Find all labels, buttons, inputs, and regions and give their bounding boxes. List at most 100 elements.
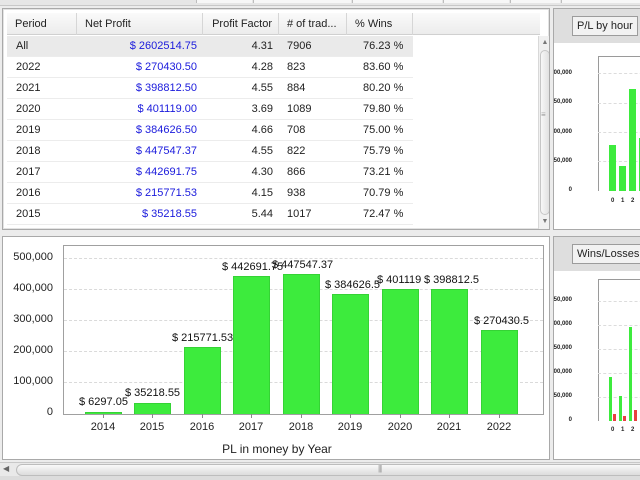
bar-2018[interactable] [283, 274, 320, 414]
cell-profit-factor: 4.30 [251, 166, 273, 178]
top-tab[interactable] [561, 0, 640, 3]
cell-trades: 938 [287, 187, 306, 199]
gridline [598, 161, 640, 162]
table-row[interactable]: 2019 $ 384626.50 4.66 708 75.00 % [7, 120, 413, 141]
cell-wins: 73.21 % [363, 166, 404, 178]
bar-2016[interactable] [184, 347, 221, 414]
cell-profit-factor: 4.55 [251, 82, 273, 94]
bar-2015[interactable] [134, 403, 171, 414]
y-tick: 100,000 [553, 129, 572, 135]
win-bar-hour-2 [629, 327, 632, 421]
table-row[interactable]: 2020 $ 401119.00 3.69 1089 79.80 % [7, 99, 413, 120]
bar-value-label: $ 215771.53 [172, 332, 234, 344]
scrollbar-thumb[interactable] [16, 464, 640, 476]
top-tab[interactable] [253, 0, 351, 3]
x-tick-mark [251, 414, 252, 418]
cell-net-profit: $ 270430.50 [135, 61, 197, 73]
wins-losses-dropdown[interactable]: Wins/Losses [572, 244, 640, 264]
cell-trades: 708 [287, 124, 306, 136]
table-row[interactable]: All $ 2602514.75 4.31 7906 76.23 % [7, 36, 413, 57]
bar-hour-0 [609, 145, 616, 191]
panel-header: P/L by hour [554, 9, 640, 43]
table-vertical-scrollbar[interactable]: ▲ ≡ ▼ [538, 36, 549, 229]
cell-period: 2022 [16, 61, 41, 73]
y-tick: 250,000 [553, 297, 572, 303]
y-tick: 0 [46, 406, 53, 418]
table-row[interactable]: 2021 $ 398812.50 4.55 884 80.20 % [7, 78, 413, 99]
top-tab[interactable] [443, 0, 509, 3]
column-header-period[interactable]: Period [7, 13, 77, 35]
scroll-down-icon[interactable]: ▼ [541, 218, 549, 225]
cell-period: 2017 [16, 166, 41, 178]
cell-trades: 7906 [287, 40, 312, 52]
x-tick: 1 [621, 427, 625, 433]
y-tick: 200,000 [553, 321, 572, 327]
gridline [598, 325, 640, 326]
table-row[interactable]: 2018 $ 447547.37 4.55 822 75.79 % [7, 141, 413, 162]
column-header-profit-factor[interactable]: Profit Factor [203, 13, 279, 35]
gridline [598, 73, 640, 74]
scrollbar-thumb[interactable] [540, 50, 549, 215]
y-tick: 50,000 [553, 158, 572, 164]
bar-2014[interactable] [85, 412, 122, 414]
bar-value-label: $ 401119 [377, 274, 422, 286]
scroll-up-icon[interactable]: ▲ [541, 39, 549, 46]
plot-area: $ 6297.05 $ 35218.55 $ 215771.53 $ 44269… [63, 245, 544, 418]
top-tab[interactable] [510, 0, 560, 3]
x-tick: 2021 [436, 421, 462, 433]
loss-bar-hour-2 [634, 410, 637, 421]
bar-value-label: $ 447547.37 [272, 259, 334, 271]
table-row[interactable]: 2022 $ 270430.50 4.28 823 83.60 % [7, 57, 413, 78]
cell-wins: 75.00 % [363, 124, 404, 136]
bar-2019[interactable] [332, 294, 369, 414]
bar-value-label: $ 384626.5 [325, 279, 381, 291]
loss-bar-hour-0 [613, 414, 616, 421]
scroll-left-icon[interactable]: ◀ [3, 464, 10, 473]
cell-period: 2020 [16, 103, 41, 115]
bar-2017[interactable] [233, 276, 270, 414]
bar-value-label: $ 35218.55 [125, 387, 181, 399]
x-tick: 2015 [139, 421, 165, 433]
bar-2020[interactable] [382, 289, 419, 414]
cell-net-profit: $ 35218.55 [141, 208, 197, 220]
bar-2021[interactable] [431, 289, 468, 414]
cell-wins: 76.23 % [363, 40, 404, 52]
y-tick: 500,000 [13, 251, 53, 263]
top-tab[interactable] [196, 0, 252, 3]
cell-wins: 75.79 % [363, 145, 404, 157]
column-header-net-profit[interactable]: Net Profit [77, 13, 203, 35]
y-tick: 100,000 [13, 375, 53, 387]
column-header-trades[interactable]: # of trad... [279, 13, 347, 35]
column-header-wins[interactable]: % Wins [347, 13, 413, 35]
x-tick-mark [499, 414, 500, 418]
top-tab[interactable] [352, 0, 442, 3]
y-tick: 100,000 [553, 369, 572, 375]
table-row[interactable]: 2015 $ 35218.55 5.44 1017 72.47 % [7, 204, 413, 225]
cell-trades: 866 [287, 166, 306, 178]
bar-2022[interactable] [481, 330, 518, 414]
gridline [64, 258, 543, 259]
cell-wins: 72.47 % [363, 208, 404, 220]
bar-hour-1 [619, 166, 626, 191]
x-tick: 0 [611, 198, 615, 204]
wins-losses-plot [598, 279, 640, 421]
x-tick: 2022 [486, 421, 512, 433]
pl-by-hour-dropdown[interactable]: P/L by hour [572, 16, 638, 36]
top-tab-strip [0, 0, 640, 6]
gridline [598, 349, 640, 350]
x-axis-label: PL in money by Year [222, 442, 332, 456]
y-tick: 400,000 [13, 282, 53, 294]
cell-net-profit: $ 401119.00 [137, 103, 197, 115]
cell-wins: 70.79 % [363, 187, 404, 199]
horizontal-scrollbar[interactable]: ◀ ||| [0, 462, 640, 476]
cell-wins: 79.80 % [363, 103, 404, 115]
table-row[interactable]: 2016 $ 215771.53 4.15 938 70.79 % [7, 183, 413, 204]
table-row[interactable]: 2017 $ 442691.75 4.30 866 73.21 % [7, 162, 413, 183]
cell-trades: 1017 [287, 208, 312, 220]
cell-net-profit: $ 2602514.75 [129, 40, 197, 52]
y-tick: 150,000 [553, 345, 572, 351]
bar-value-label: $ 270430.5 [474, 315, 530, 327]
loss-bar-hour-1 [623, 416, 626, 421]
cell-trades: 823 [287, 61, 306, 73]
